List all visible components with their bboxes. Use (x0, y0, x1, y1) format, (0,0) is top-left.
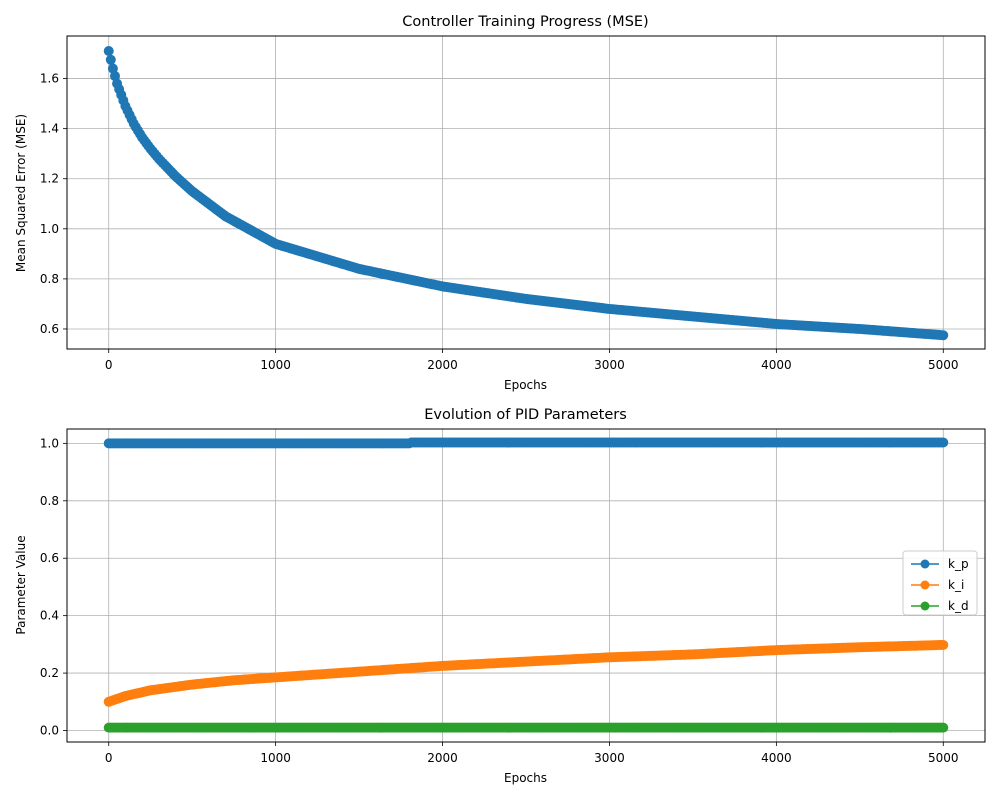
mse-point (105, 54, 116, 65)
mse-ytick-label-2: 1.0 (40, 222, 59, 236)
pid-point (938, 437, 949, 448)
pid-legend-marker-k_d (920, 601, 930, 611)
pid-xtick-label-0: 0 (105, 751, 113, 765)
mse-ytick-label-1: 0.8 (40, 272, 59, 286)
mse-axes-frame (66, 35, 986, 350)
pid-ytick-label-3: 0.6 (40, 551, 59, 565)
pid-legend-marker-k_i (920, 580, 930, 590)
mse-point (103, 46, 114, 57)
pid-xtick-label-3: 3000 (594, 751, 625, 765)
mse-series-0 (103, 46, 949, 341)
pid-legend-box (902, 550, 978, 616)
pid-ytick-label-0: 0.0 (40, 724, 59, 738)
pid-legend-label-k_i: k_i (948, 578, 964, 592)
mse-ytick-label-4: 1.4 (40, 122, 59, 136)
mse-xtick-label-5: 5000 (928, 358, 959, 372)
pid-series-k_p (103, 437, 949, 449)
mse-chart-title: Controller Training Progress (MSE) (402, 14, 648, 30)
pid-chart-ylabel: Parameter Value (14, 535, 28, 634)
pid-ytick-label-2: 0.4 (40, 609, 59, 623)
pid-legend-marker-k_p (920, 559, 930, 569)
pid-legend-label-k_d: k_d (948, 599, 969, 613)
pid-xtick-label-2: 2000 (427, 751, 458, 765)
mse-chart-ylabel: Mean Squared Error (MSE) (14, 114, 28, 272)
mse-xtick-label-1: 1000 (260, 358, 291, 372)
pid-series-k_i (103, 639, 949, 707)
mse-chart: Controller Training Progress (MSE) Epoch… (14, 14, 986, 392)
pid-ytick-label-5: 1.0 (40, 436, 59, 450)
mse-xtick-label-3: 3000 (594, 358, 625, 372)
mse-point (107, 63, 118, 74)
mse-ytick-label-0: 0.6 (40, 322, 59, 336)
mse-point (938, 330, 949, 341)
pid-series-k_d (103, 722, 949, 733)
pid-chart-title: Evolution of PID Parameters (424, 407, 627, 423)
pid-chart: Evolution of PID Parameters Epochs Param… (14, 407, 986, 785)
mse-xtick-label-0: 0 (105, 358, 113, 372)
mse-chart-xlabel: Epochs (504, 378, 547, 392)
mse-ytick-label-5: 1.6 (40, 72, 59, 86)
pid-ytick-label-4: 0.8 (40, 494, 59, 508)
mse-xtick-label-2: 2000 (427, 358, 458, 372)
pid-chart-xlabel: Epochs (504, 771, 547, 785)
mse-ytick-label-3: 1.2 (40, 172, 59, 186)
pid-ytick-label-1: 0.2 (40, 666, 59, 680)
pid-point (938, 722, 949, 733)
pid-axes-frame (66, 428, 986, 743)
pid-xtick-label-5: 5000 (928, 751, 959, 765)
mse-point (109, 71, 120, 82)
pid-legend-label-k_p: k_p (948, 557, 969, 571)
pid-xtick-label-4: 4000 (761, 751, 792, 765)
pid-point (938, 639, 949, 650)
mse-xtick-label-4: 4000 (761, 358, 792, 372)
pid-xtick-label-1: 1000 (260, 751, 291, 765)
pid-legend: k_p k_i k_d (902, 550, 978, 616)
